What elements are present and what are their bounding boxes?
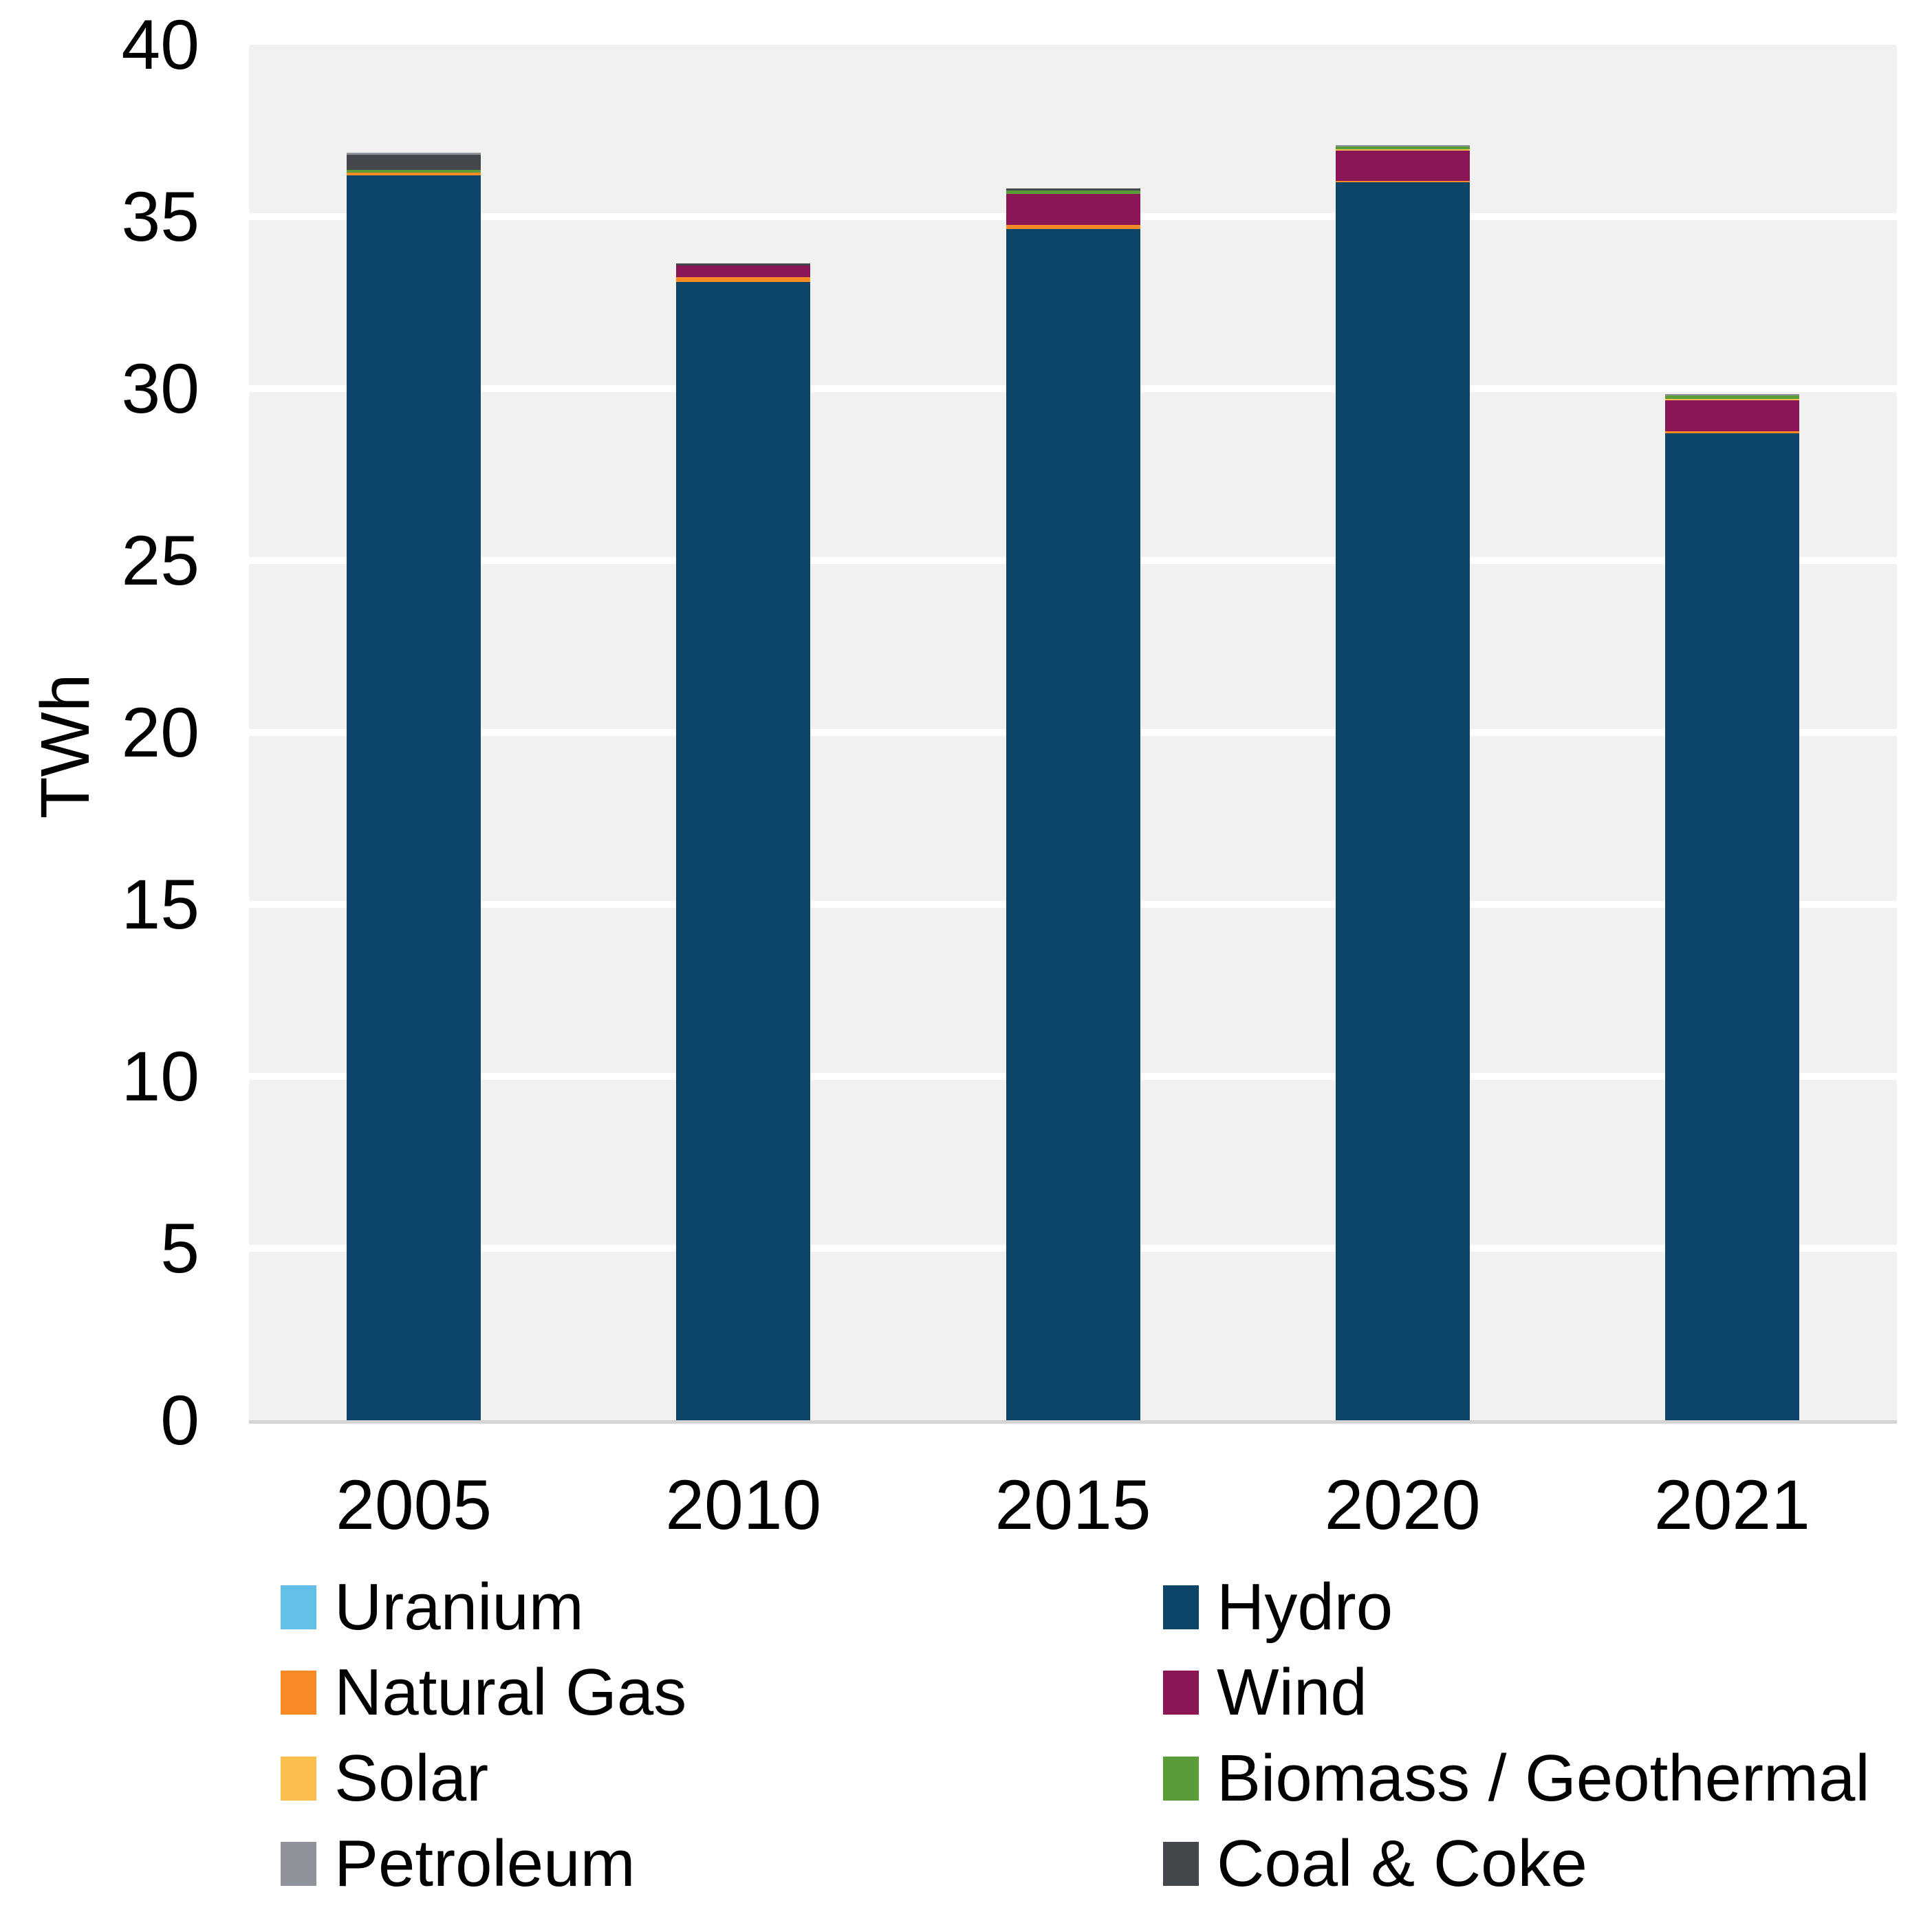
legend-item-hydro[interactable]: Hydro <box>1163 1573 1393 1642</box>
x-tick-label-2010: 2010 <box>665 1466 822 1544</box>
legend-item-petroleum[interactable]: Petroleum <box>281 1829 636 1898</box>
x-tick-label-2021: 2021 <box>1653 1466 1810 1544</box>
y-tick-label-25: 25 <box>121 521 199 600</box>
legend-item-uranium[interactable]: Uranium <box>281 1573 584 1642</box>
bar-segment-hydro-2020[interactable] <box>1335 182 1470 1420</box>
bar-segment-coal-coke-2005[interactable] <box>347 154 481 170</box>
bar-segment-wind-2010[interactable] <box>676 265 811 277</box>
y-tick-label-5: 5 <box>160 1209 199 1288</box>
legend-item-wind[interactable]: Wind <box>1163 1658 1367 1727</box>
legend-swatch-uranium <box>281 1585 316 1629</box>
bar-segment-wind-2021[interactable] <box>1664 400 1799 431</box>
bar-segment-petroleum-2005[interactable] <box>347 153 481 155</box>
bar-segment-wind-2020[interactable] <box>1335 150 1470 181</box>
x-tick-label-2015: 2015 <box>995 1466 1151 1544</box>
y-tick-label-40: 40 <box>121 6 199 84</box>
bar-segment-natural-gas-2021[interactable] <box>1664 431 1799 433</box>
legend-swatch-petroleum <box>281 1842 316 1886</box>
bar-segment-natural-gas-2015[interactable] <box>1006 224 1140 229</box>
legend-swatch-solar <box>281 1757 316 1801</box>
bar-segment-natural-gas-2020[interactable] <box>1335 181 1470 182</box>
x-tick-label-2005: 2005 <box>336 1466 492 1544</box>
bar-segment-hydro-2010[interactable] <box>676 282 811 1420</box>
legend-label-coal-coke: Coal & Coke <box>1217 1827 1587 1900</box>
legend-swatch-natural-gas <box>281 1671 316 1715</box>
bar-segment-wind-2015[interactable] <box>1006 193 1140 225</box>
y-tick-label-10: 10 <box>121 1037 199 1116</box>
bar-segment-natural-gas-2005[interactable] <box>347 173 481 175</box>
legend-swatch-hydro <box>1163 1585 1199 1629</box>
y-tick-label-35: 35 <box>121 177 199 256</box>
legend-swatch-coal-coke <box>1163 1842 1199 1886</box>
legend-swatch-biomass-geothermal <box>1163 1757 1199 1801</box>
legend-label-wind: Wind <box>1217 1655 1367 1729</box>
legend-item-solar[interactable]: Solar <box>281 1744 488 1813</box>
bar-segment-biomass-geothermal-2005[interactable] <box>347 170 481 173</box>
bar-segment-solar-2020[interactable] <box>1335 149 1470 151</box>
bar-segment-petroleum-2020[interactable] <box>1335 145 1470 146</box>
plot-area <box>249 45 1897 1424</box>
bar-segment-coal-coke-2010[interactable] <box>676 263 811 265</box>
legend-label-solar: Solar <box>334 1741 489 1815</box>
bar-segment-biomass-geothermal-2020[interactable] <box>1335 146 1470 149</box>
bar-segment-hydro-2015[interactable] <box>1006 228 1140 1420</box>
legend-label-petroleum: Petroleum <box>334 1827 636 1900</box>
y-tick-label-30: 30 <box>121 349 199 428</box>
bar-segment-solar-2021[interactable] <box>1664 399 1799 400</box>
legend-item-biomass-geothermal[interactable]: Biomass / Geothermal <box>1163 1744 1870 1813</box>
y-tick-label-0: 0 <box>160 1381 199 1459</box>
legend-label-natural-gas: Natural Gas <box>334 1655 687 1729</box>
bar-segment-hydro-2005[interactable] <box>347 175 481 1420</box>
bar-segment-biomass-geothermal-2015[interactable] <box>1006 190 1140 194</box>
legend-swatch-wind <box>1163 1671 1199 1715</box>
x-tick-label-2020: 2020 <box>1324 1466 1481 1544</box>
legend-label-uranium: Uranium <box>334 1570 584 1644</box>
bar-segment-coal-coke-2015[interactable] <box>1006 188 1140 191</box>
legend-item-natural-gas[interactable]: Natural Gas <box>281 1658 686 1727</box>
bar-segment-petroleum-2021[interactable] <box>1664 394 1799 395</box>
bar-segment-hydro-2021[interactable] <box>1664 433 1799 1420</box>
legend-item-coal-coke[interactable]: Coal & Coke <box>1163 1829 1587 1898</box>
y-tick-label-15: 15 <box>121 865 199 944</box>
legend-label-hydro: Hydro <box>1217 1570 1393 1644</box>
bar-segment-natural-gas-2010[interactable] <box>676 277 811 282</box>
y-tick-label-20: 20 <box>121 693 199 772</box>
legend-label-biomass-geothermal: Biomass / Geothermal <box>1217 1741 1870 1815</box>
bar-segment-biomass-geothermal-2021[interactable] <box>1664 395 1799 399</box>
